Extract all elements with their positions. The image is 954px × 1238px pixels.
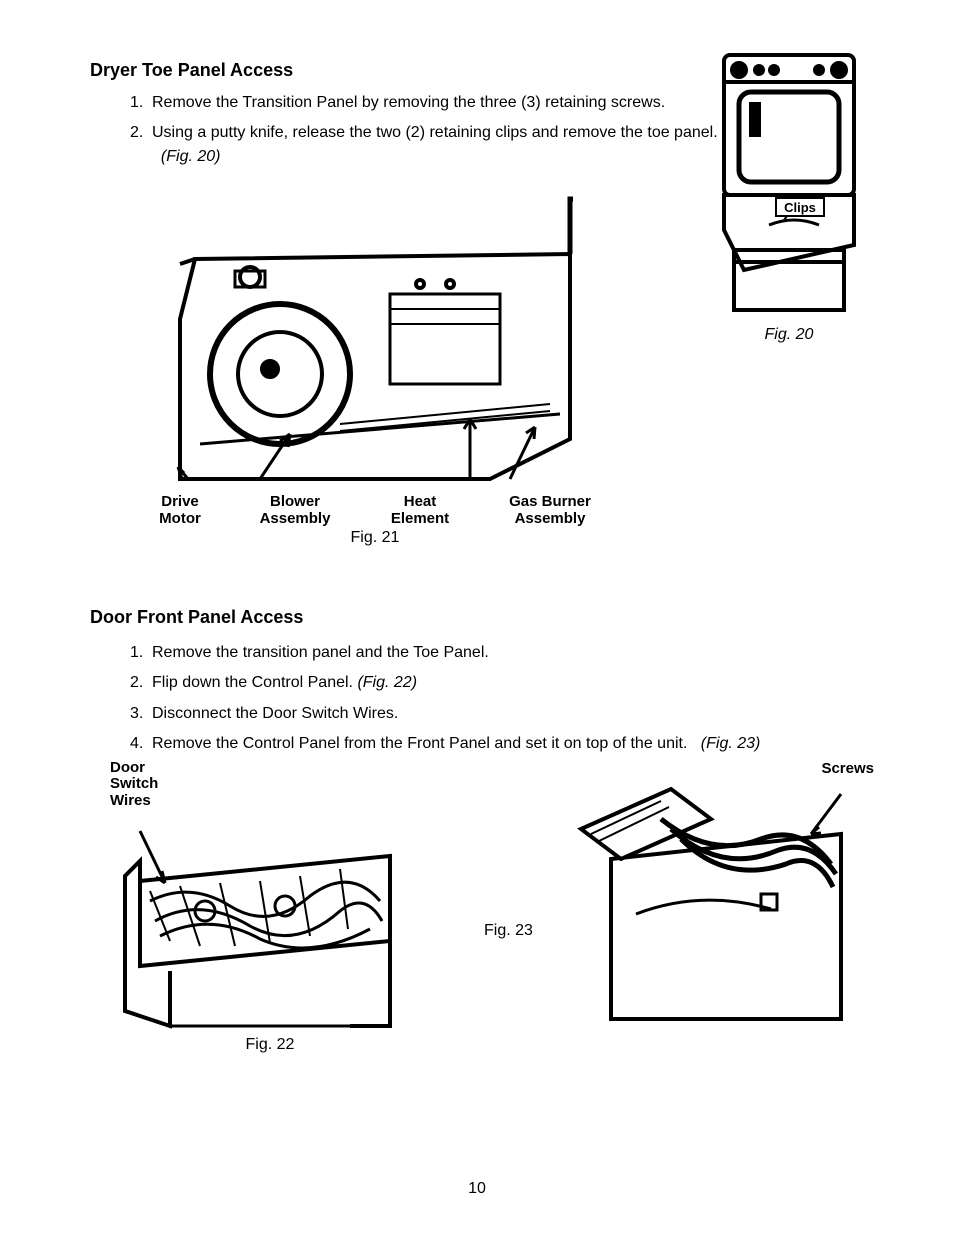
list-item: 1. Remove the transition panel and the T… [130, 638, 884, 668]
fig23-svg [541, 779, 861, 1024]
fig22-svg [110, 811, 410, 1031]
label-gas-burner: Gas Burner Assembly [500, 494, 600, 527]
fig23-caption: Fig. 23 [484, 922, 533, 940]
section2-steps: 1. Remove the transition panel and the T… [130, 638, 884, 760]
step-text: Remove the transition panel and the Toe … [152, 638, 489, 668]
step-text: Using a putty knife, release the two (2)… [152, 121, 720, 169]
figure-22: Door Switch Wires [110, 760, 430, 1055]
step-text: Remove the Transition Panel by removing … [152, 91, 720, 115]
list-item: 2. Flip down the Control Panel. (Fig. 22… [130, 668, 884, 698]
label-blower-assembly: Blower Assembly [250, 494, 340, 527]
figure-23: Screws Fig. 23 [484, 760, 874, 1055]
fig22-label: Door Switch Wires [110, 760, 430, 810]
fig-ref: (Fig. 22) [357, 674, 417, 691]
fig22-caption: Fig. 22 [110, 1036, 430, 1054]
list-item: 3. Disconnect the Door Switch Wires. [130, 699, 884, 729]
step-text: Disconnect the Door Switch Wires. [152, 699, 398, 729]
fig21-labels: Drive Motor Blower Assembly Heat Element… [140, 494, 610, 527]
step-number: 2. [130, 668, 152, 698]
figures-row: Door Switch Wires [90, 760, 884, 1055]
list-item: 2. Using a putty knife, release the two … [130, 121, 720, 169]
label-drive-motor: Drive Motor [150, 494, 210, 527]
step-text-body: Using a putty knife, release the two (2)… [152, 124, 718, 141]
step-number: 3. [130, 699, 152, 729]
label-heat-element: Heat Element [380, 494, 460, 527]
section2: Door Front Panel Access 1. Remove the tr… [90, 607, 884, 760]
fig-ref: (Fig. 20) [161, 148, 221, 165]
section1-steps: 1. Remove the Transition Panel by removi… [130, 91, 720, 169]
fig21-caption: Fig. 21 [140, 529, 610, 547]
list-item: 4. Remove the Control Panel from the Fro… [130, 729, 884, 759]
fig20-svg: Clips [704, 50, 874, 320]
step-number: 1. [130, 91, 152, 115]
step-number: 4. [130, 729, 152, 759]
figure-21: Drive Motor Blower Assembly Heat Element… [140, 179, 610, 547]
section2-title: Door Front Panel Access [90, 607, 884, 628]
step-number: 1. [130, 638, 152, 668]
step-text: Flip down the Control Panel. (Fig. 22) [152, 668, 417, 698]
fig23-label: Screws [484, 760, 874, 777]
fig20-caption: Fig. 20 [694, 326, 884, 344]
fig-ref: (Fig. 23) [701, 735, 761, 752]
clips-label: Clips [784, 200, 816, 215]
step-number: 2. [130, 121, 152, 169]
page-number: 10 [0, 1180, 954, 1198]
figure-20: Clips Fig. 20 [694, 50, 884, 344]
step-text: Remove the Control Panel from the Front … [152, 729, 760, 759]
manual-page: Dryer Toe Panel Access 1. Remove the Tra… [0, 0, 954, 1238]
list-item: 1. Remove the Transition Panel by removi… [130, 91, 720, 115]
fig21-svg [140, 179, 610, 489]
